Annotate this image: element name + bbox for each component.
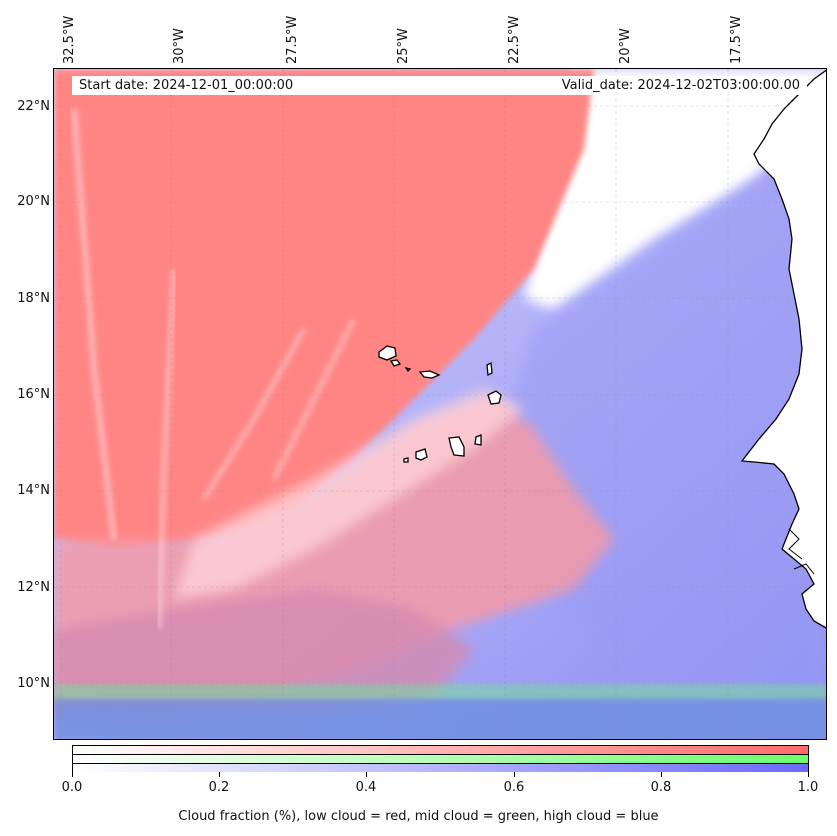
island-sao-vicente — [389, 359, 402, 367]
clear-sky-area — [524, 69, 826, 309]
island-santo-antao — [378, 345, 397, 361]
lat-label: 16°N — [17, 387, 50, 402]
colorbar-tick-label: 0.8 — [650, 780, 672, 795]
lat-label: 20°N — [17, 194, 50, 209]
lon-label: 22.5°W — [507, 15, 522, 64]
lat-label: 14°N — [17, 483, 50, 498]
lon-label: 17.5°W — [729, 15, 744, 64]
lon-label: 27.5°W — [285, 15, 300, 64]
cloud-streak — [156, 268, 177, 630]
lon-label: 30°W — [172, 28, 187, 64]
lon-label: 32.5°W — [62, 15, 77, 64]
low-cloud-light-band — [174, 389, 524, 599]
colorbar-tick-label: 0.6 — [503, 780, 525, 795]
island-boa-vista — [487, 390, 502, 405]
colorbar-tick — [366, 772, 367, 777]
coastline-detail — [788, 528, 815, 575]
lon-label: 20°W — [618, 28, 633, 64]
colorbar-title: Cloud fraction (%), low cloud = red, mid… — [178, 809, 659, 824]
island-fogo — [415, 448, 428, 461]
cloud-streak — [71, 108, 117, 540]
mid-cloud-layer — [54, 684, 826, 702]
island-santa-luzia — [404, 366, 412, 373]
low-cloud-layer — [54, 69, 594, 549]
lon-label: 25°W — [396, 28, 411, 64]
island-sal — [486, 361, 493, 377]
cape-verde-islands — [378, 345, 502, 463]
island-maio — [474, 434, 482, 446]
lat-label: 10°N — [17, 676, 50, 691]
bottom-high-cloud — [54, 699, 826, 739]
map-panel — [53, 68, 827, 740]
date-banner: Start date: 2024-12-01_00:00:00 Valid_da… — [72, 76, 807, 95]
colorbar-tick — [514, 772, 515, 777]
lat-label: 12°N — [17, 580, 50, 595]
colorbar-tick-label: 1.0 — [797, 780, 819, 795]
gridlines — [54, 69, 826, 739]
lat-label: 18°N — [17, 291, 50, 306]
colorbar-tick — [219, 772, 220, 777]
valid-date: Valid_date: 2024-12-02T03:00:00.00 — [561, 78, 800, 93]
colorbar-tick — [661, 772, 662, 777]
colorbar-mid — [73, 755, 808, 764]
island-santiago — [448, 436, 465, 457]
colorbar — [72, 745, 809, 772]
colorbar-tick-label: 0.0 — [61, 780, 83, 795]
colorbar-high — [73, 764, 808, 772]
colorbar-tick — [72, 772, 73, 777]
cloud-streak — [272, 318, 356, 480]
start-date: Start date: 2024-12-01_00:00:00 — [79, 78, 294, 93]
africa-coastline — [740, 69, 826, 629]
colorbar-low — [73, 746, 808, 755]
colorbar-tick — [808, 772, 809, 777]
cloud-map — [54, 69, 826, 739]
colorbar-tick-label: 0.4 — [355, 780, 377, 795]
lat-label: 22°N — [17, 99, 50, 114]
cloud-streak — [202, 328, 306, 501]
island-sao-nicolau — [418, 370, 441, 379]
island-brava — [403, 457, 409, 463]
colorbar-tick-label: 0.2 — [208, 780, 230, 795]
